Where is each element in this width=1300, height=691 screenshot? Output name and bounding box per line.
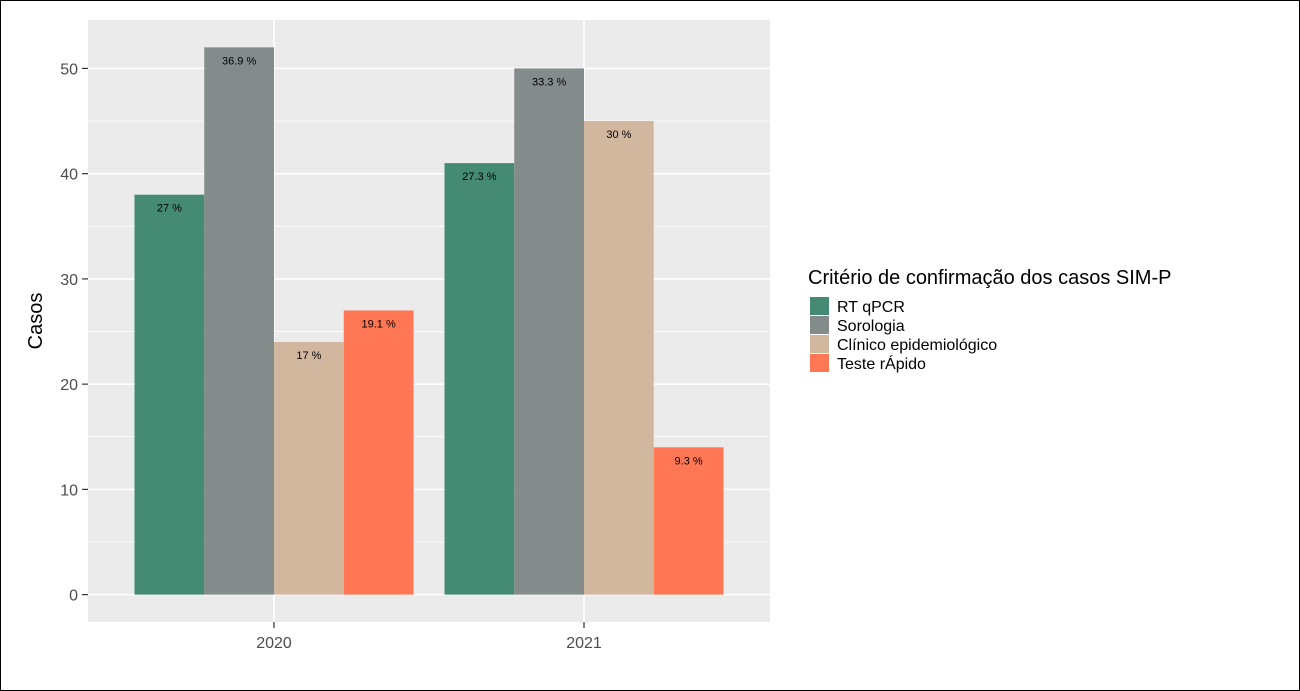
data-label: 27 % xyxy=(157,203,182,215)
x-tick-label: 2020 xyxy=(256,635,292,652)
data-label: 30 % xyxy=(606,129,631,141)
x-tick-label: 2021 xyxy=(566,635,602,652)
data-label: 9.3 % xyxy=(675,455,703,467)
data-label: 17 % xyxy=(296,350,321,362)
legend-key xyxy=(810,335,829,353)
data-label: 36.9 % xyxy=(222,55,256,67)
legend: Critério de confirmação dos casos SIM-P … xyxy=(808,267,1171,373)
bar xyxy=(274,342,344,595)
y-axis: 0 10 20 30 40 50 xyxy=(60,61,88,605)
data-labels-layer: 27 % 36.9 % 17 % 19.1 % 27.3 % 33.3 % 30 % 9.3 … xyxy=(157,55,703,467)
x-axis: 2020 2021 xyxy=(256,622,602,652)
y-tick-label: 10 xyxy=(60,482,78,499)
bar xyxy=(204,47,274,595)
legend-label: RT qPCR xyxy=(837,299,905,316)
legend-label: Teste rÁpido xyxy=(837,354,926,373)
legend-key xyxy=(810,354,829,372)
bar xyxy=(653,447,724,595)
legend-label: Clínico epidemiológico xyxy=(837,337,997,354)
bar xyxy=(514,68,584,595)
y-tick-label: 50 xyxy=(60,61,78,78)
data-label: 33.3 % xyxy=(532,76,566,88)
bar xyxy=(343,310,414,595)
legend-key xyxy=(810,316,829,334)
bar xyxy=(444,163,515,595)
data-label: 27.3 % xyxy=(462,171,496,183)
bars-layer xyxy=(134,47,724,595)
legend-key xyxy=(810,297,829,315)
y-tick-label: 0 xyxy=(69,588,78,605)
data-label: 19.1 % xyxy=(362,318,396,330)
y-tick-label: 30 xyxy=(60,272,78,289)
legend-title: Critério de confirmação dos casos SIM-P xyxy=(808,267,1171,289)
legend-label: Sorologia xyxy=(837,318,905,335)
y-tick-label: 40 xyxy=(60,167,78,184)
y-tick-label: 20 xyxy=(60,377,78,394)
bar xyxy=(134,194,205,595)
bar xyxy=(584,121,654,595)
y-axis-title: Casos xyxy=(25,293,47,350)
